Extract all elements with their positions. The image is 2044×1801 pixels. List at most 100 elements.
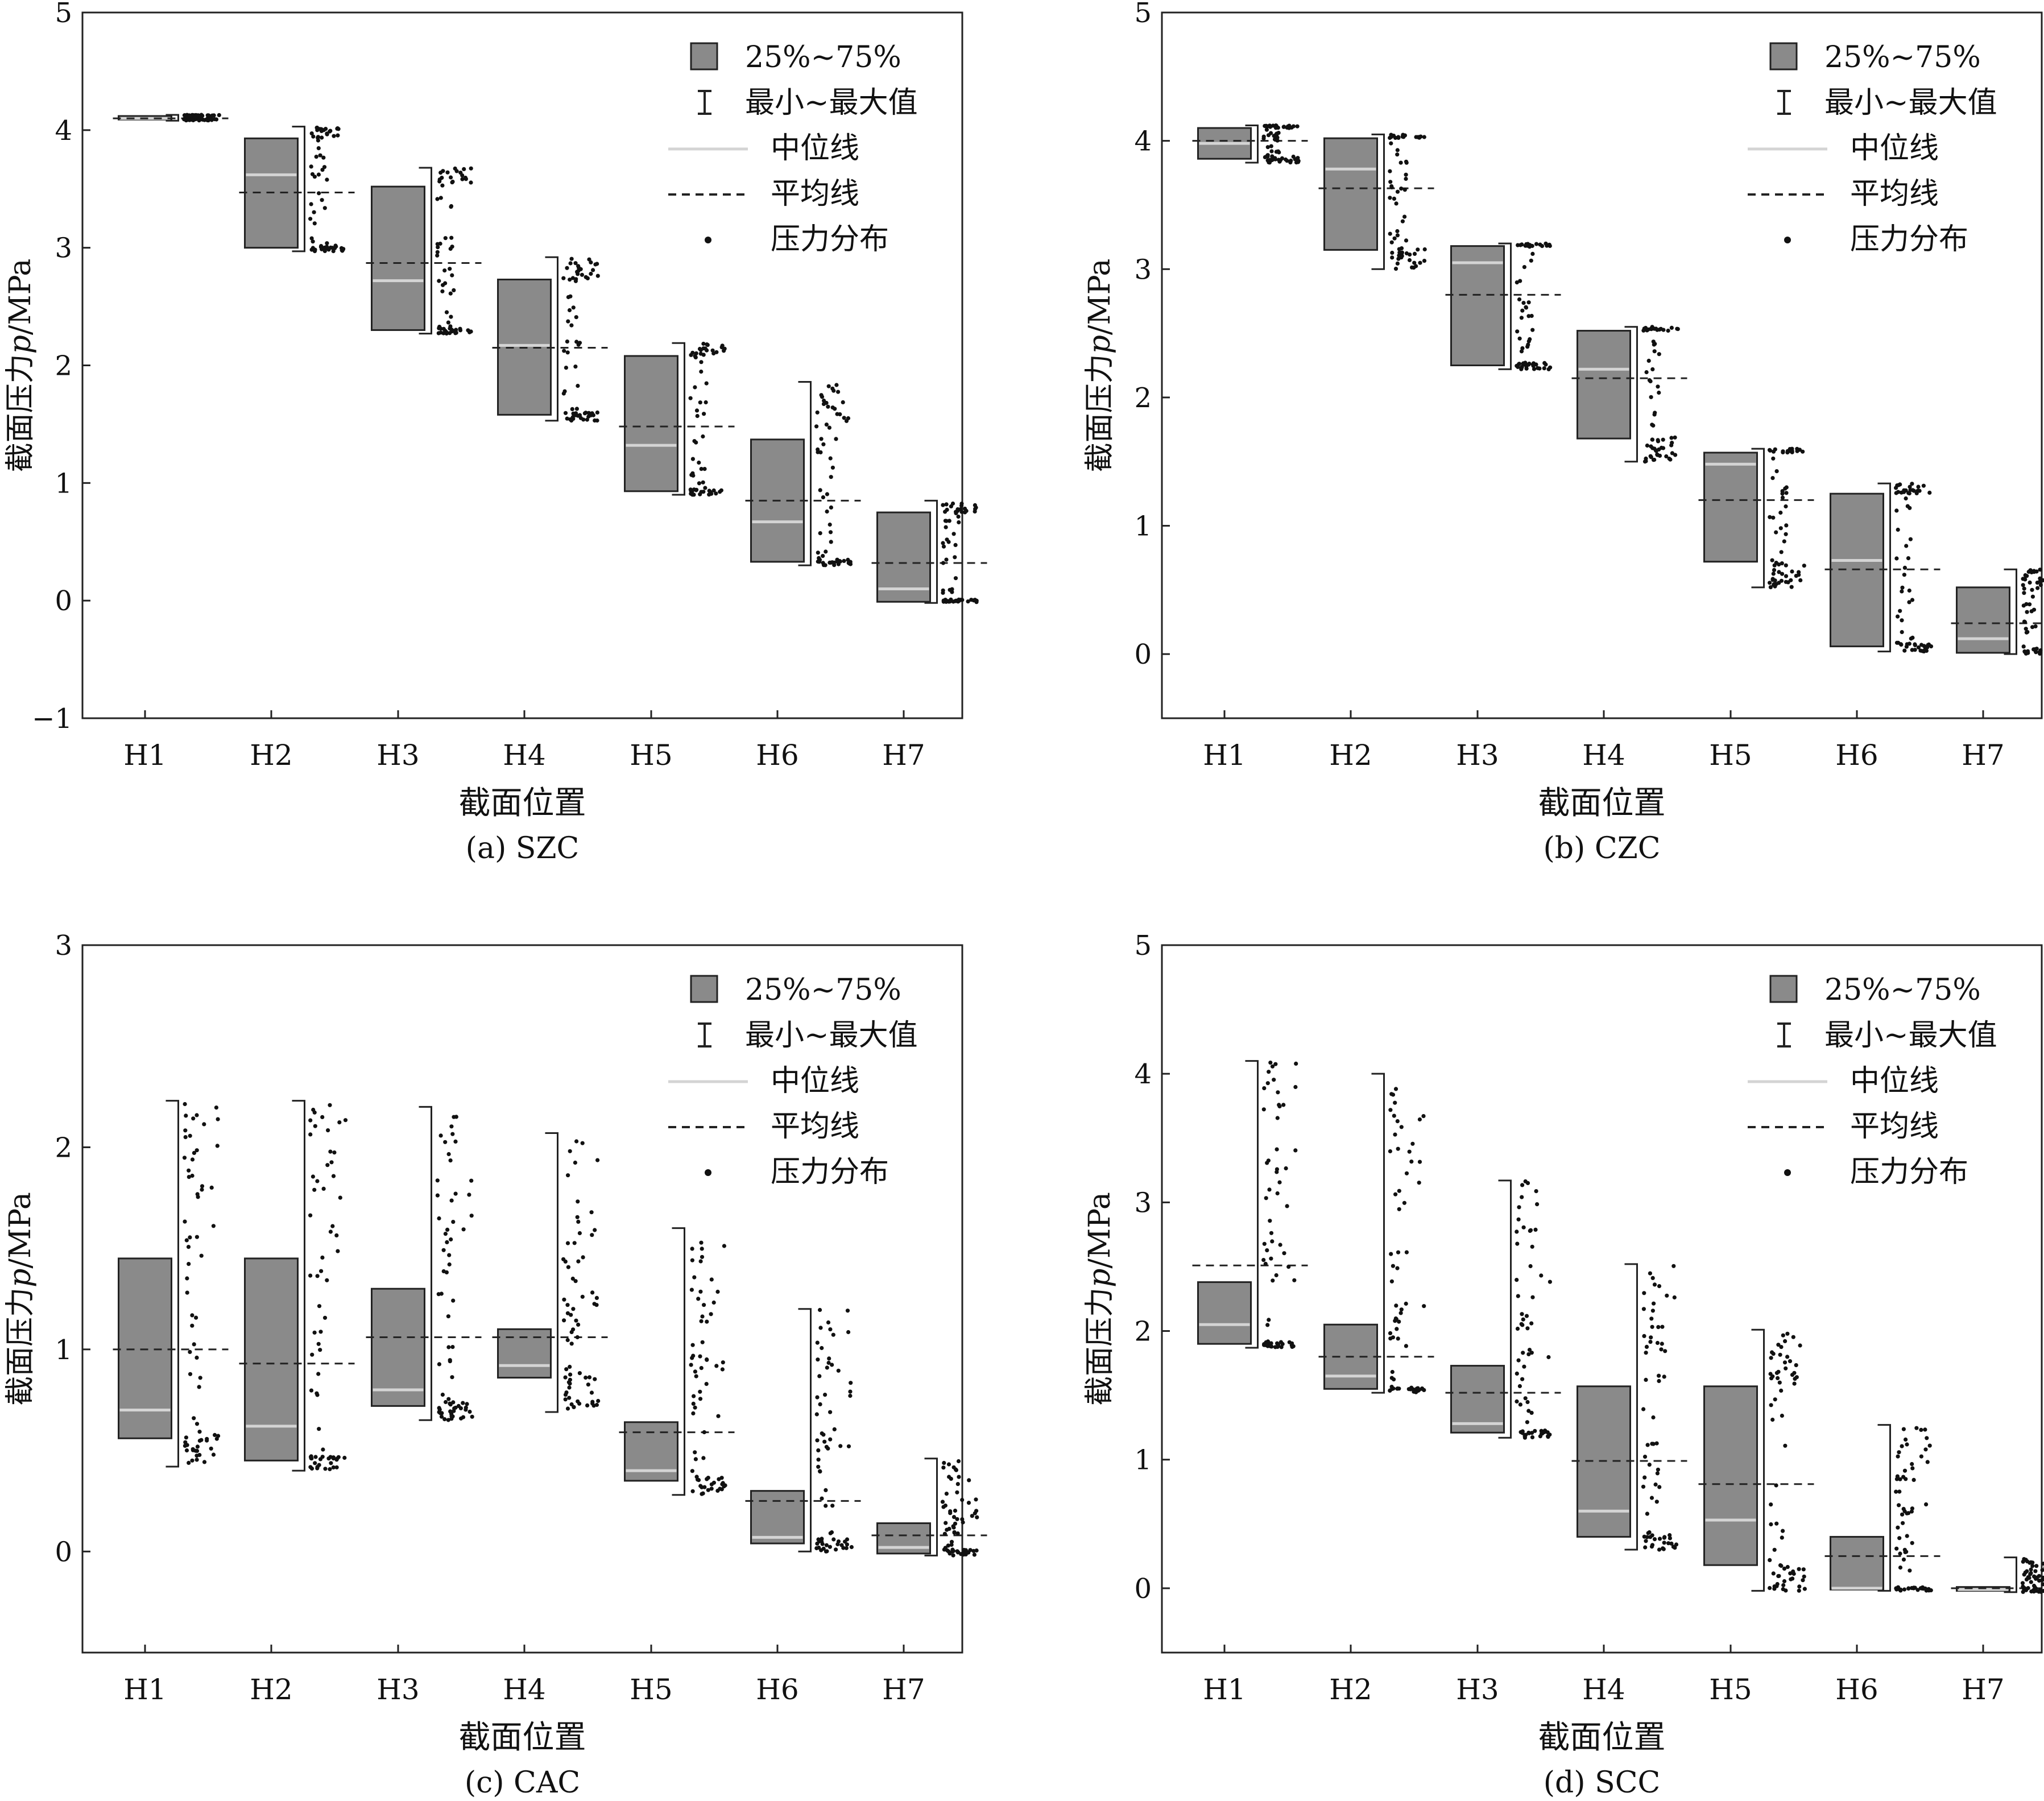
pressure-point [691,1411,695,1415]
pressure-point [1904,496,1908,500]
pressure-point [814,424,818,428]
pressure-point [566,1265,570,1269]
pressure-point [437,1362,441,1366]
pressure-point [828,1327,832,1331]
pressure-point [1657,1379,1661,1383]
pressure-point [436,250,440,254]
pressure-points [182,113,221,122]
pressure-point [1910,1462,1914,1466]
pressure-point [1662,1547,1666,1551]
pressure-point [1642,326,1646,330]
pressure-point [329,1160,333,1164]
pressure-point [1515,1278,1518,1282]
pressure-point [1656,438,1660,442]
pressure-point [1900,1444,1904,1448]
pressure-point [462,167,466,171]
pressure-point [1673,436,1677,440]
pressure-point [186,118,190,122]
pressure-point [1390,251,1394,255]
pressure-point [573,1241,577,1245]
pressure-point [962,1548,966,1552]
pressure-point [712,1481,716,1485]
pressure-point [963,510,967,514]
pressure-point [1910,1466,1914,1470]
pressure-point [1673,1295,1677,1299]
pressure-point [700,1314,704,1318]
pressure-point [576,1335,580,1339]
pressure-point [1389,184,1393,188]
pressure-point [569,324,573,328]
pressure-point [1768,1586,1772,1590]
pressure-point [1774,1522,1778,1526]
pressure-point [1894,1587,1898,1591]
pressure-point [1770,558,1774,562]
pressure-point [817,1374,821,1378]
pressure-point [831,466,835,470]
pressure-point [564,366,568,370]
pressure-point [1924,1502,1928,1506]
pressure-point [2023,620,2027,624]
pressure-point [1922,649,1926,653]
pressure-point [188,1350,192,1354]
pressure-point [1391,1264,1395,1268]
pressure-point [1267,1187,1271,1191]
pressure-point [941,1465,945,1469]
pressure-point [956,1482,960,1486]
pressure-point [944,558,948,562]
pressure-point [1269,1257,1273,1261]
pressure-point [1794,1363,1798,1367]
pressure-point [329,1229,333,1233]
pressure-point [1525,1400,1529,1404]
pressure-point [449,315,453,319]
pressure-point [945,508,949,512]
y-tick-label: 3 [1134,1187,1152,1219]
pressure-point [1520,366,1524,370]
pressure-point [457,1404,461,1408]
pressure-point [1648,1340,1652,1344]
pressure-point [589,413,593,417]
pressure-point [1521,1351,1525,1355]
pressure-point [1788,1571,1792,1575]
pressure-point [1529,1264,1533,1268]
pressure-point [440,289,444,293]
iqr-box [245,1258,298,1460]
pressure-point [440,184,444,188]
legend-box-label: 25%~75% [745,40,901,74]
pressure-point [950,590,954,594]
pressure-point [1901,1521,1905,1525]
pressure-points [1768,447,1806,590]
pressure-point [830,1530,834,1534]
box-group-H7 [1951,568,2044,656]
pressure-point [1515,329,1519,333]
pressure-point [1651,1309,1655,1313]
pressure-point [1668,1536,1672,1540]
pressure-point [1923,1447,1927,1451]
y-tick-label: 2 [55,350,72,382]
pressure-point [576,1323,580,1327]
pressure-point [1281,1103,1285,1107]
x-tick-label: H2 [250,1673,292,1706]
pressure-point [1803,1587,1807,1591]
pressure-point [714,491,718,495]
pressure-point [1528,337,1532,341]
pressure-point [2025,610,2029,614]
pressure-point [466,328,470,332]
pressure-point [1526,1352,1530,1356]
pressure-point [1769,1356,1773,1360]
pressure-point [1777,570,1781,574]
pressure-point [1275,135,1279,139]
pressure-point [444,1400,448,1404]
pressure-point [691,1343,695,1347]
pressure-point [323,1467,327,1471]
pressure-points [561,1139,600,1410]
pressure-point [723,347,727,351]
y-tick-label: 3 [1134,254,1152,285]
pressure-point [316,1274,320,1278]
pressure-point [1904,488,1908,492]
pressure-point [1517,297,1521,301]
pressure-point [567,1396,571,1400]
y-tick-label: 3 [55,930,72,962]
pressure-point [1656,1471,1660,1475]
pressure-point [1390,255,1394,259]
pressure-point [694,488,698,492]
